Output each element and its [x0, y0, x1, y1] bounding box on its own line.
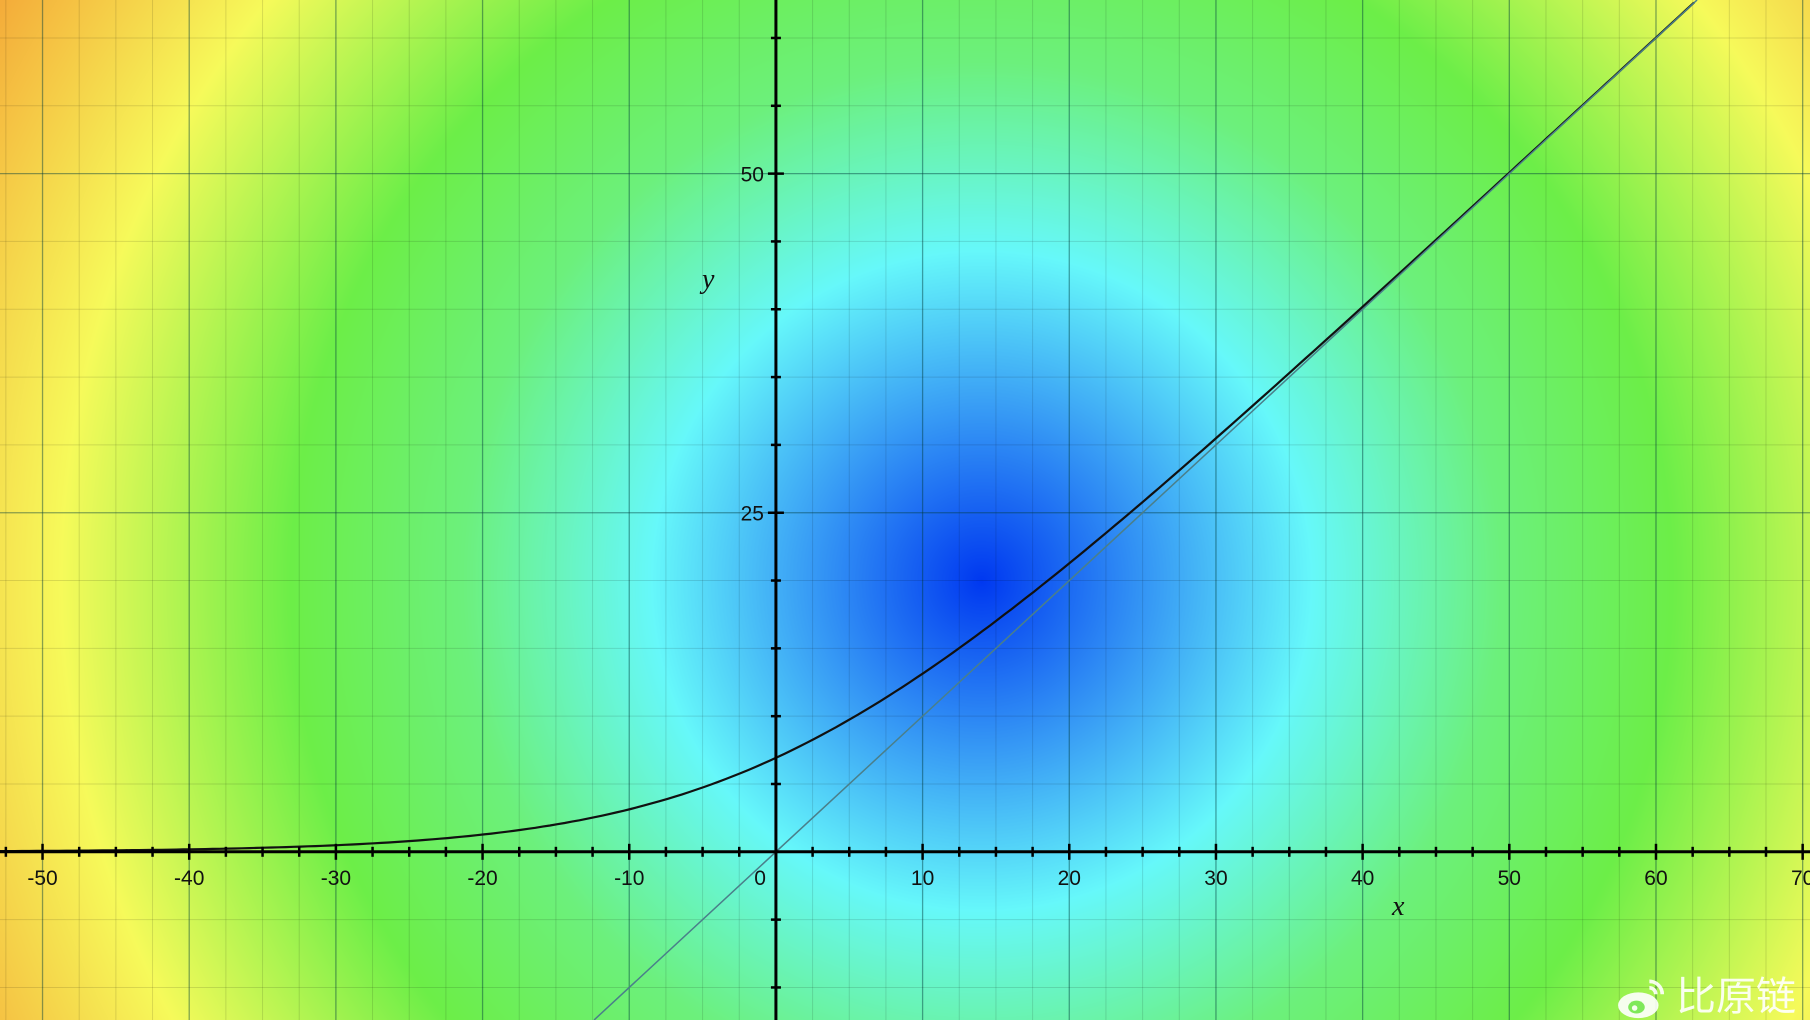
- x-tick-label: -20: [467, 867, 497, 890]
- x-tick-label: 40: [1351, 867, 1374, 890]
- x-tick-label: -10: [614, 867, 644, 890]
- y-tick-label: 25: [741, 503, 764, 526]
- x-tick-label: -40: [174, 867, 204, 890]
- tick-labels: -50 -40 -30 -20 -10 0 10 20 30 40 50 60 70 25 50: [27, 164, 1810, 890]
- x-tick-label: 60: [1644, 867, 1667, 890]
- curves: [0, 0, 1698, 1020]
- x-tick-label: -50: [27, 867, 57, 890]
- x-tick-label: 20: [1058, 867, 1081, 890]
- weibo-logo-icon: [1618, 979, 1665, 1019]
- x-tick-label: -30: [321, 867, 351, 890]
- softplus-curve: [0, 1, 1695, 853]
- y-axis-label: y: [699, 264, 715, 295]
- x-axis-label: x: [1391, 891, 1405, 922]
- x-tick-label: 10: [911, 867, 934, 890]
- identity-line: [593, 0, 1698, 1020]
- x-tick-label: 70: [1791, 867, 1810, 890]
- watermark: 比原链: [1614, 974, 1796, 1020]
- x-tick-label: 0: [754, 867, 766, 890]
- x-tick-label: 30: [1204, 867, 1227, 890]
- watermark-text: 比原链: [1676, 974, 1796, 1020]
- y-tick-label: 50: [741, 164, 764, 187]
- x-tick-label: 50: [1498, 867, 1521, 890]
